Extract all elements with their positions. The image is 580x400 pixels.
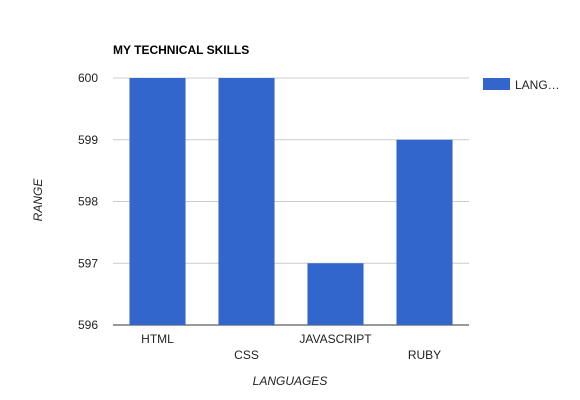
bars <box>129 78 453 325</box>
x-tick-label: JAVASCRIPT <box>299 332 372 346</box>
bar-css[interactable] <box>218 78 275 325</box>
y-tick-label: 598 <box>78 195 98 209</box>
x-tick-label: CSS <box>234 348 259 362</box>
x-tick-label: HTML <box>141 332 174 346</box>
y-tick-label: 597 <box>78 256 98 270</box>
chart-title: MY TECHNICAL SKILLS <box>113 43 249 57</box>
x-axis-ticks: HTML CSS JAVASCRIPT RUBY <box>141 332 441 362</box>
y-axis-ticks: 596 597 598 599 600 <box>78 71 98 332</box>
bar-javascript[interactable] <box>307 263 364 325</box>
legend-swatch <box>483 78 510 90</box>
bar-html[interactable] <box>129 78 186 325</box>
y-tick-label: 596 <box>78 318 98 332</box>
legend[interactable]: LANG… <box>483 78 560 92</box>
x-axis-label: LANGUAGES <box>253 374 328 388</box>
x-tick-label: RUBY <box>408 348 441 362</box>
y-axis-label: RANGE <box>31 178 45 222</box>
legend-label: LANG… <box>515 78 560 92</box>
y-tick-label: 600 <box>78 71 98 85</box>
bar-ruby[interactable] <box>396 139 453 325</box>
y-tick-label: 599 <box>78 133 98 147</box>
